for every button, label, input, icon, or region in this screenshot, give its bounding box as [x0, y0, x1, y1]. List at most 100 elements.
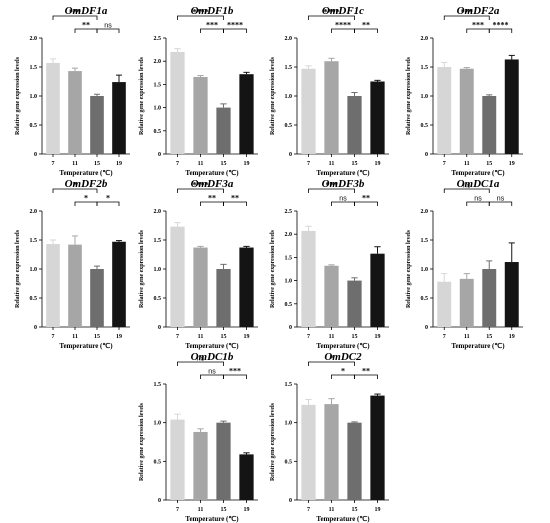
x-tick-label: 11 [329, 161, 335, 167]
y-tick-label: 1.5 [154, 382, 162, 388]
y-tick-label: 1.5 [421, 65, 429, 71]
x-axis-label: Temperature (℃) [316, 515, 370, 523]
y-tick-label: 0 [289, 498, 292, 504]
y-tick-label: 1.5 [285, 65, 293, 71]
chart-panel-OmDC2: OmDC2 0 0.5 1.0 1.5 7 11 15 19 Temperature (℃) Rel… [270, 351, 389, 523]
significance-bracket [488, 201, 513, 206]
significance-bracket [331, 374, 355, 379]
y-tick-label: 1.5 [421, 238, 429, 244]
y-tick-label: 0 [158, 152, 161, 158]
panel-title: OmDF3b [322, 178, 365, 190]
y-axis-label: Relative gene expression levels [139, 229, 145, 308]
panel-title: OmDF1b [191, 5, 234, 17]
x-tick-label: 11 [464, 334, 470, 340]
y-tick-label: 2.0 [421, 36, 429, 42]
x-tick-label: 19 [375, 334, 381, 340]
y-tick-label: 1.0 [154, 106, 162, 112]
panel-title: OmDC2 [324, 351, 362, 363]
x-axis-label: Temperature (℃) [316, 169, 370, 177]
y-tick-label: 1.5 [285, 255, 293, 261]
significance-label: ns [197, 356, 205, 363]
bar-19 [504, 59, 519, 154]
y-tick-label: 1.5 [285, 382, 293, 388]
y-tick-label: 0 [158, 498, 161, 504]
significance-label: ** [231, 194, 239, 203]
significance-label: * [330, 354, 334, 363]
x-tick-label: 11 [198, 507, 204, 513]
bar-15 [347, 422, 362, 500]
y-tick-label: 2.0 [421, 209, 429, 215]
significance-bracket [200, 201, 224, 206]
significance-bracket [177, 361, 224, 366]
bar-11 [193, 76, 208, 154]
bar-15 [216, 107, 231, 154]
significance-label: *** [326, 181, 338, 190]
x-tick-label: 11 [329, 334, 335, 340]
bar-7 [170, 51, 185, 154]
panel-title: OmDF2b [65, 178, 108, 190]
significance-label: ns [339, 196, 347, 203]
x-axis-label: Temperature (℃) [185, 515, 239, 523]
significance-label: **** [324, 8, 340, 17]
y-tick-label: 2.5 [285, 209, 293, 215]
significance-bracket [177, 15, 224, 20]
y-tick-label: 2.0 [285, 36, 293, 42]
significance-bracket [354, 28, 378, 33]
y-tick-label: 0 [158, 325, 161, 331]
y-tick-label: 0.5 [30, 123, 38, 129]
x-tick-label: 19 [116, 334, 122, 340]
x-tick-label: 15 [486, 334, 492, 340]
significance-label: **** [227, 21, 243, 30]
y-tick-label: 2.5 [154, 36, 162, 42]
panel-title: OmDC1a [457, 178, 500, 190]
y-tick-label: 1.0 [421, 94, 429, 100]
x-tick-label: 7 [307, 334, 310, 340]
x-tick-label: 7 [52, 334, 55, 340]
bar-7 [46, 244, 60, 327]
y-axis-label: Relative gene expression levels [15, 56, 21, 135]
y-tick-label: 2.0 [30, 209, 38, 215]
y-tick-label: 1.0 [30, 94, 38, 100]
y-axis-label: Relative gene expression levels [406, 229, 412, 308]
x-tick-label: 11 [464, 161, 470, 167]
bar-19 [239, 74, 254, 154]
y-tick-label: 0.5 [421, 296, 429, 302]
y-axis-label: Relative gene expression levels [139, 56, 145, 135]
y-tick-label: 0.5 [154, 129, 162, 135]
y-tick-label: 1.5 [154, 82, 162, 88]
significance-label: *** [229, 367, 241, 376]
panel-title: OmDF3a [191, 178, 234, 190]
x-tick-label: 15 [352, 334, 358, 340]
bar-11 [324, 265, 339, 327]
significance-label: ** [362, 367, 370, 376]
x-tick-label: 15 [221, 161, 227, 167]
x-tick-label: 7 [176, 334, 179, 340]
bar-19 [112, 241, 126, 327]
y-tick-label: 1.0 [421, 267, 429, 273]
significance-bracket [74, 201, 98, 206]
significance-bracket [308, 15, 355, 20]
y-axis-label: Relative gene expression levels [270, 56, 276, 135]
x-tick-label: 7 [307, 161, 310, 167]
significance-bracket [52, 188, 98, 193]
x-axis-label: Temperature (℃) [185, 342, 239, 350]
chart-panel-OmDF3b: OmDF3b 0 0.5 1.0 1.5 2.0 2.5 7 11 15 19 Temperature… [270, 178, 389, 350]
x-axis-label: Temperature (℃) [451, 169, 505, 177]
chart-panel-OmDF2a: OmDF2a 0 0.5 1.0 1.5 2.0 7 11 15 19 Temperature (℃… [406, 5, 523, 177]
significance-bracket [200, 374, 224, 379]
bar-19 [370, 395, 385, 500]
x-tick-label: 19 [375, 507, 381, 513]
y-tick-label: 0.5 [285, 302, 293, 308]
significance-label: **** [193, 8, 209, 17]
significance-bracket [443, 15, 490, 20]
significance-label: ns [463, 183, 471, 190]
bar-15 [482, 96, 497, 154]
x-tick-label: 19 [244, 334, 250, 340]
y-tick-label: 2.0 [30, 36, 38, 42]
x-axis-label: Temperature (℃) [59, 169, 113, 177]
y-tick-label: 0 [289, 325, 292, 331]
bar-7 [170, 419, 185, 500]
y-tick-label: 0 [289, 152, 292, 158]
